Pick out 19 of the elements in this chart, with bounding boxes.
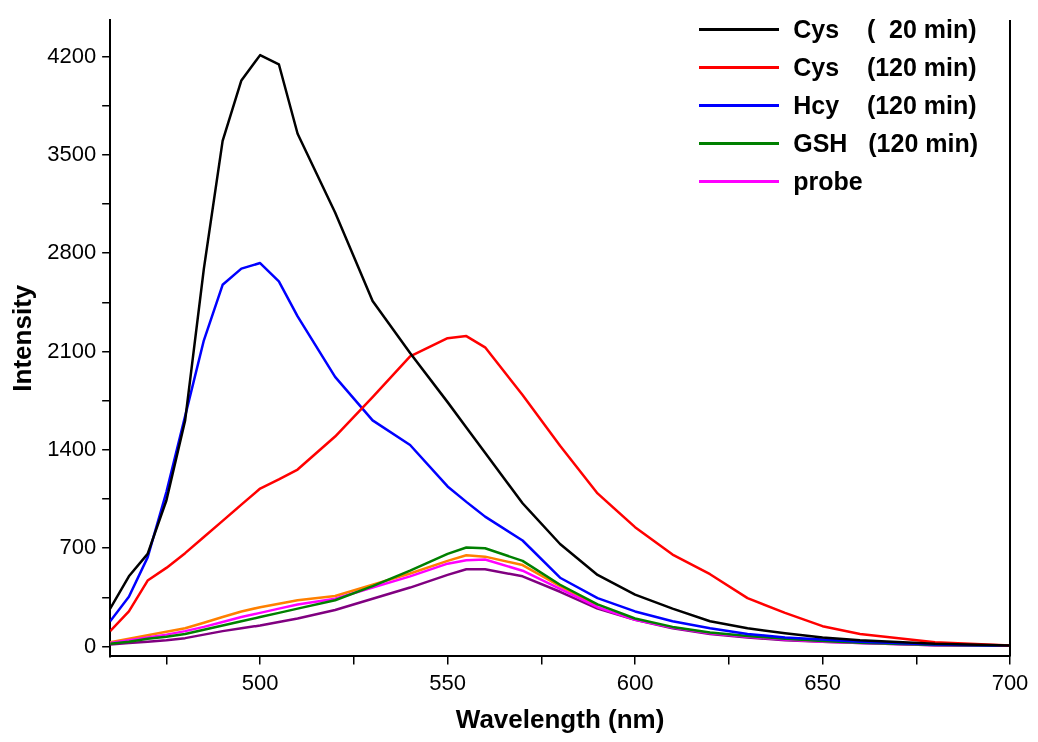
x-axis-title: Wavelength (nm) — [455, 703, 665, 734]
x-tick-label: 700 — [991, 669, 1029, 695]
y-tick-label: 0 — [83, 632, 97, 658]
legend-label: Hcy (120 min) — [793, 90, 977, 121]
y-tick-label: 700 — [59, 534, 97, 560]
legend-label: Cys (120 min) — [793, 52, 977, 83]
y-tick-label: 3500 — [47, 140, 97, 166]
y-tick-label: 1400 — [47, 435, 97, 461]
x-tick-label: 650 — [804, 669, 841, 695]
legend-label: GSH (120 min) — [793, 128, 978, 159]
y-tick-label: 2800 — [47, 239, 97, 265]
y-tick-label: 2100 — [47, 337, 97, 363]
y-axis-title: Intensity — [6, 284, 37, 392]
y-tick-label: 4200 — [47, 42, 97, 68]
x-tick-label: 550 — [429, 669, 466, 695]
x-tick-label: 600 — [616, 669, 654, 695]
x-tick-label: 500 — [241, 669, 279, 695]
legend-label: Cys ( 20 min) — [793, 14, 977, 45]
legend-label: probe — [793, 166, 863, 197]
